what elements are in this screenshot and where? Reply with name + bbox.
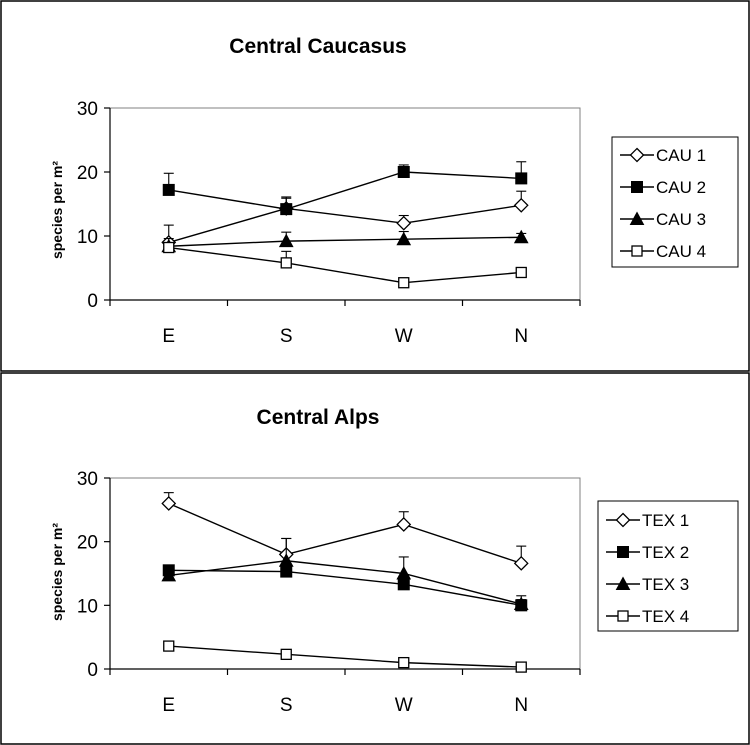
- legend-marker: [631, 245, 643, 257]
- data-point: [515, 661, 527, 673]
- y-tick-label: 20: [77, 533, 98, 554]
- series-cau-4: [163, 241, 527, 289]
- legend-entry: TEX 3: [606, 575, 689, 594]
- data-point: [396, 231, 412, 246]
- data-point: [513, 229, 529, 244]
- legend-entry: TEX 1: [606, 511, 689, 530]
- data-point: [280, 257, 292, 269]
- data-point: [513, 596, 529, 611]
- data-point: [513, 555, 529, 571]
- x-tick-label: N: [514, 326, 528, 347]
- series-line: [168, 171, 522, 210]
- legend-label: CAU 1: [656, 146, 706, 165]
- series-line: [168, 569, 522, 607]
- y-axis-label: species per m²: [49, 161, 65, 259]
- legend-label: TEX 3: [642, 575, 689, 594]
- legend-marker: [629, 211, 645, 225]
- plot-area: [109, 107, 581, 301]
- legend-label: CAU 3: [656, 210, 706, 229]
- x-tick-label: E: [162, 326, 175, 347]
- data-point: [278, 553, 294, 567]
- data-point: [163, 241, 175, 254]
- data-point: [280, 565, 293, 578]
- data-point: [397, 578, 410, 591]
- chart-title: Central Alps: [257, 406, 380, 429]
- data-point: [161, 567, 177, 582]
- legend-marker: [615, 576, 631, 590]
- y-tick-label: 10: [77, 596, 98, 617]
- data-point: [396, 565, 412, 580]
- legend-entry: CAU 2: [620, 178, 706, 197]
- y-tick-label: 0: [87, 291, 98, 312]
- data-point: [513, 197, 529, 213]
- legend-marker: [615, 512, 631, 528]
- y-tick-label: 10: [77, 227, 98, 248]
- series-tex-4: [163, 640, 527, 673]
- data-point: [515, 266, 527, 279]
- legend-marker: [629, 147, 645, 163]
- data-point: [397, 166, 410, 178]
- legend-label: TEX 4: [642, 607, 689, 626]
- legend-label: TEX 1: [642, 511, 689, 530]
- series-line: [168, 204, 522, 244]
- series-line: [168, 246, 522, 284]
- legend-box: [611, 136, 739, 268]
- y-axis-label: species per m²: [49, 523, 65, 621]
- series-cau-2: [162, 161, 528, 216]
- y-tick-label: 30: [77, 99, 98, 120]
- legend-label: CAU 2: [656, 178, 706, 197]
- data-point: [398, 656, 410, 669]
- legend-entry: CAU 1: [620, 146, 706, 165]
- panel-central-alps: Central Alps species per m² 0 10 20 30 E S W N T…: [0, 372, 750, 745]
- series-line: [168, 560, 522, 605]
- data-point: [162, 183, 175, 196]
- x-tick-label: E: [162, 695, 175, 716]
- y-tick-label: 30: [77, 469, 98, 490]
- legend-label: CAU 4: [656, 242, 706, 261]
- x-tick-label: S: [280, 326, 293, 347]
- y-tick-label: 0: [87, 660, 98, 681]
- data-point: [515, 172, 528, 185]
- legend-label: TEX 2: [642, 543, 689, 562]
- x-tick-label: N: [514, 695, 528, 716]
- data-point: [398, 277, 410, 289]
- x-tick-label: S: [280, 695, 293, 716]
- legend-marker: [631, 181, 643, 193]
- legend-entry: TEX 4: [606, 607, 689, 626]
- x-tick-label: W: [395, 695, 413, 716]
- y-tick-label: 20: [77, 163, 98, 184]
- data-point: [163, 640, 175, 652]
- chart-title: Central Caucasus: [229, 35, 406, 58]
- data-point: [280, 203, 293, 216]
- series-tex-3: [161, 537, 529, 611]
- series-line: [168, 645, 522, 668]
- legend-marker: [617, 610, 629, 622]
- data-point: [161, 496, 177, 511]
- panel-central-caucasus: Central Caucasus species per m² 0 10 20 30 E…: [0, 0, 750, 372]
- legend-marker: [617, 546, 629, 558]
- data-point: [280, 648, 292, 661]
- legend-entry: CAU 3: [620, 210, 706, 229]
- data-point: [396, 215, 412, 231]
- series-line: [168, 236, 522, 247]
- legend-entry: CAU 4: [620, 242, 706, 261]
- series-line: [168, 502, 522, 564]
- data-point: [396, 517, 412, 532]
- legend-entry: TEX 2: [606, 543, 689, 562]
- data-point: [278, 233, 294, 248]
- x-tick-label: W: [395, 326, 413, 347]
